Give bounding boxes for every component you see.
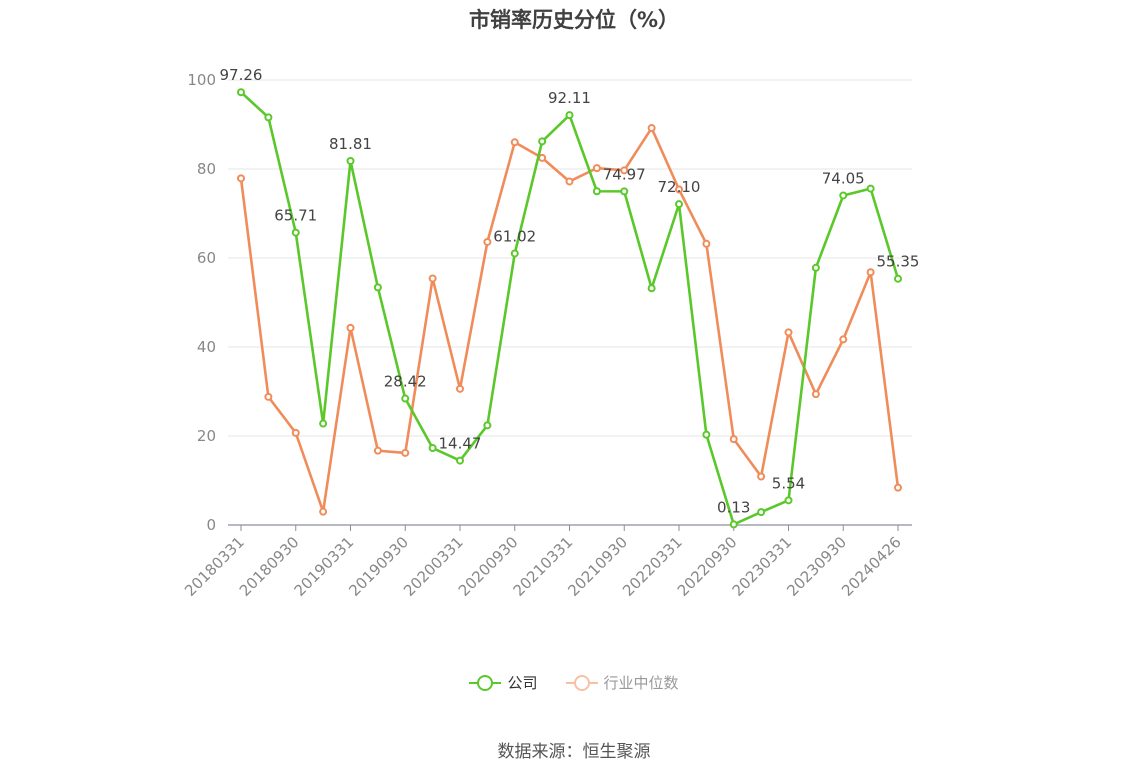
data-label: 14.47 — [439, 435, 482, 453]
data-point-industry — [264, 392, 273, 401]
data-point-company — [483, 421, 492, 430]
data-point-company — [784, 496, 793, 505]
data-label: 74.97 — [603, 165, 646, 183]
data-point-company — [319, 419, 328, 428]
data-point-company — [675, 200, 683, 209]
legend-industry-marker-icon — [565, 674, 598, 692]
data-point-company — [456, 456, 464, 465]
data-point-industry — [319, 507, 328, 516]
legend-company-label: 公司 — [507, 674, 538, 692]
y-tick-label: 0 — [206, 516, 216, 534]
data-point-company — [291, 228, 300, 237]
data-point-company — [894, 274, 902, 283]
y-tick-label: 100 — [187, 71, 216, 89]
series-line-company — [240, 91, 900, 526]
data-label: 28.42 — [384, 373, 427, 391]
data-point-company — [373, 283, 382, 292]
series-line-industry — [239, 126, 900, 513]
y-tick-label: 60 — [197, 249, 216, 267]
y-tick-label: 40 — [197, 338, 216, 356]
data-label: 0.13 — [717, 498, 750, 516]
y-tick-label: 80 — [197, 160, 216, 178]
x-tick-label: 20240426 — [838, 533, 905, 600]
line-chart: 0 20 40 60 80 100 201803312018093020190331201… — [181, 66, 920, 600]
data-point-industry — [647, 124, 656, 133]
data-label: 5.54 — [772, 474, 805, 492]
data-point-industry — [401, 448, 410, 457]
data-label: 72.10 — [658, 178, 701, 196]
data-point-industry — [237, 174, 245, 183]
data-label-layer: 97.26 65.71 81.81 28.42 14.47 61.02 92.11 74.97… — [220, 66, 920, 516]
data-point-company — [565, 111, 574, 120]
data-label: 81.81 — [329, 135, 372, 153]
data-point-company — [346, 156, 355, 165]
data-point-industry — [456, 384, 464, 393]
data-label: 92.11 — [548, 89, 591, 107]
data-point-industry — [291, 428, 300, 437]
legend-item-company[interactable]: 公司 — [469, 672, 538, 693]
legend-item-industry[interactable]: 行业中位数 — [565, 672, 679, 693]
data-point-industry — [784, 328, 793, 337]
data-point-industry — [811, 390, 820, 399]
data-label: 65.71 — [274, 207, 317, 225]
data-point-company — [647, 284, 656, 293]
legend: 公司 行业中位数 — [0, 672, 1148, 693]
data-point-industry — [675, 185, 683, 194]
data-label: 74.05 — [822, 169, 865, 187]
data-point-industry — [565, 177, 574, 186]
data-point-industry — [373, 446, 382, 455]
chart-title: 市销率历史分位（%） — [468, 8, 680, 32]
data-point-industry — [428, 274, 437, 283]
data-point-company — [811, 263, 820, 272]
data-point-industry — [729, 435, 738, 444]
data-point-industry — [757, 472, 766, 481]
data-point-company — [620, 187, 629, 196]
data-point-company — [401, 394, 410, 403]
data-point-company — [264, 113, 273, 122]
data-point-company — [866, 184, 875, 193]
data-point-industry — [866, 268, 875, 277]
data-point-company — [702, 430, 711, 439]
data-point-company — [729, 520, 738, 529]
data-point-company — [757, 508, 766, 517]
x-axis: 2018033120180930201903312019093020200331… — [181, 524, 912, 600]
data-point-industry — [483, 237, 492, 246]
y-tick-label: 20 — [197, 427, 216, 445]
data-point-industry — [592, 164, 601, 173]
data-point-industry — [620, 166, 629, 175]
grid-layer: 0 20 40 60 80 100 — [187, 71, 912, 534]
data-point-industry — [510, 138, 519, 147]
data-label: 97.26 — [220, 66, 263, 84]
data-point-company — [839, 191, 848, 200]
data-point-industry — [894, 483, 902, 492]
data-point-industry — [702, 239, 711, 248]
series-layer — [237, 88, 902, 529]
legend-company-marker-icon — [469, 674, 502, 692]
data-point-industry — [346, 323, 355, 332]
source-note: 数据来源：恒生聚源 — [497, 742, 651, 762]
data-point-industry — [538, 153, 547, 162]
data-point-company — [237, 88, 245, 97]
data-label: 55.35 — [877, 253, 920, 271]
data-label: 61.02 — [493, 227, 536, 245]
data-point-company — [510, 249, 519, 258]
data-point-company — [538, 137, 547, 146]
data-point-company — [428, 444, 437, 453]
data-point-industry — [839, 335, 848, 344]
legend-industry-label: 行业中位数 — [603, 674, 679, 692]
data-point-company — [592, 187, 601, 196]
